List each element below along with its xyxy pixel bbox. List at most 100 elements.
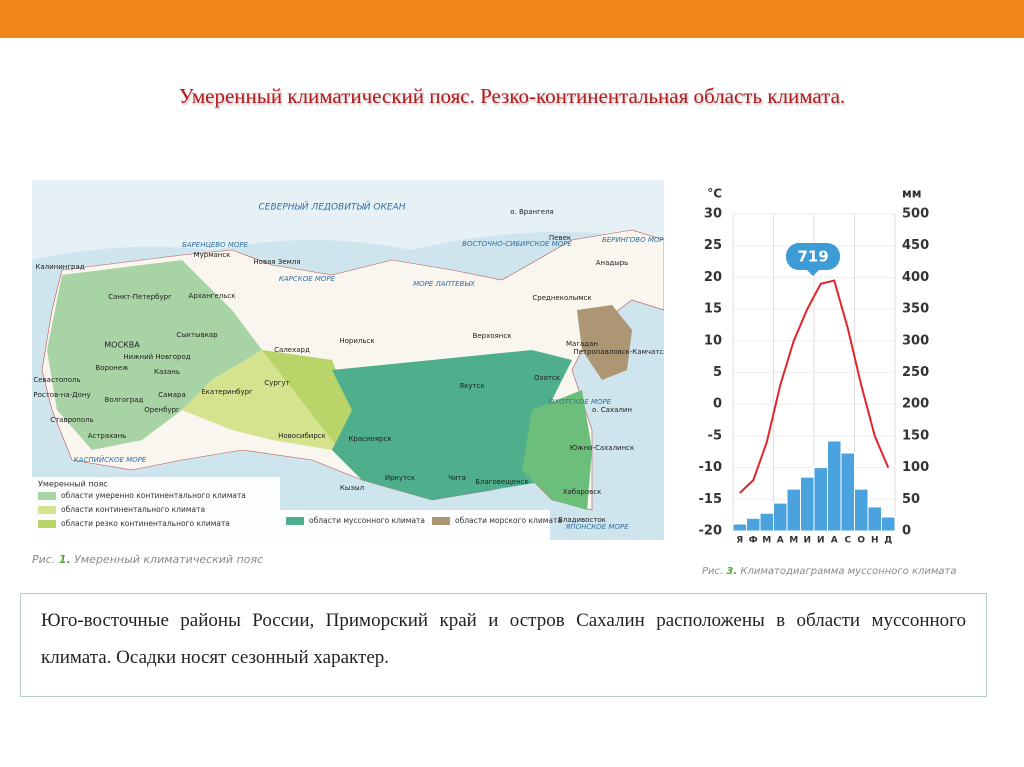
x-tick-label: С	[844, 536, 851, 546]
y-tick-label: -10	[699, 460, 723, 475]
place-label: Астрахань	[88, 432, 127, 440]
y-tick-label: 25	[704, 238, 722, 253]
caption-number: 1.	[58, 553, 71, 566]
zone-monsoon	[522, 390, 592, 510]
place-label: Ростов-на-Дону	[33, 391, 90, 399]
place-label: Южно-Сахалинск	[570, 444, 635, 452]
caption-text: Умеренный климатический пояс	[74, 553, 264, 566]
map-caption: Рис. 1. Умеренный климатический пояс	[32, 553, 263, 566]
place-label: Екатеринбург	[201, 388, 253, 396]
sea-label: БЕРИНГОВО МОРЕ	[602, 236, 664, 244]
sea-label: СЕВЕРНЫЙ ЛЕДОВИТЫЙ ОКЕАН	[258, 201, 405, 213]
place-label: Оренбург	[144, 406, 180, 414]
place-label: о. Врангеля	[510, 208, 554, 216]
x-tick-label: Ф	[749, 536, 758, 546]
place-label: Владивосток	[558, 516, 606, 524]
place-label: Магадан	[566, 340, 598, 348]
y-tick-label: 20	[704, 270, 722, 285]
y2-tick-label: 400	[902, 270, 929, 285]
y-tick-label: 0	[713, 397, 722, 412]
y-tick-label: 5	[713, 365, 722, 380]
arctic-sea	[32, 180, 664, 260]
caption-prefix: Рис.	[702, 566, 724, 577]
y2-tick-label: 50	[902, 492, 920, 507]
temperature-line	[739, 279, 890, 494]
place-label: о. Сахалин	[592, 406, 632, 414]
precipitation-bar	[854, 488, 869, 532]
place-label: Нижний Новгород	[123, 353, 190, 361]
place-label: Новосибирск	[278, 432, 326, 440]
y-tick-label: 15	[704, 302, 722, 317]
y-tick-label: 10	[704, 333, 722, 348]
y2-tick-label: 150	[902, 428, 929, 443]
x-tick-label: А	[831, 536, 838, 546]
legend-swatch	[38, 492, 56, 500]
place-label: Мурманск	[194, 251, 231, 259]
place-label: Новая Земля	[253, 258, 300, 266]
precipitation-bar	[759, 512, 774, 532]
precipitation-bar	[800, 476, 815, 532]
x-tick-label: О	[857, 536, 865, 546]
place-label: Салехард	[274, 346, 310, 354]
zone-marine	[577, 305, 632, 380]
place-label: Охотск	[534, 374, 560, 382]
place-label: Сыктывкар	[176, 331, 218, 339]
y2-tick-label: 100	[902, 460, 929, 475]
place-label: Иркутск	[385, 474, 415, 482]
legend-swatch	[38, 520, 56, 528]
legend-label: области резко континентального климата	[61, 519, 230, 528]
precipitation-bar	[840, 452, 855, 532]
place-label: Сургут	[264, 379, 289, 387]
slide-title: Умеренный климатический пояс. Резко-конт…	[178, 84, 846, 108]
y2-tick-label: 250	[902, 365, 929, 380]
y2-tick-label: 0	[902, 524, 911, 539]
place-label: Санкт-Петербург	[108, 293, 172, 301]
sea-label: МОРЕ ЛАПТЕВЫХ	[413, 280, 475, 288]
place-label: Анадырь	[596, 259, 629, 267]
x-tick-label: И	[803, 536, 811, 546]
annotation: 719	[797, 248, 828, 266]
sea-label: ЯПОНСКОЕ МОРЕ	[564, 523, 629, 531]
x-tick-label: Я	[736, 536, 743, 546]
sea-label: БАРЕНЦЕВО МОРЕ	[182, 241, 249, 249]
place-label: Среднеколымск	[532, 294, 591, 302]
y-tick-label: -5	[708, 428, 722, 443]
x-tick-label: И	[817, 536, 825, 546]
place-label: Певек	[549, 234, 571, 242]
legend-title: Умеренный пояс	[38, 480, 108, 489]
caption-text: Климатодиаграмма муссонного климата	[740, 566, 957, 577]
place-label: Верхоянск	[473, 332, 512, 340]
place-label: Воронеж	[95, 364, 129, 372]
precipitation-bar	[813, 467, 828, 532]
place-label: Якутск	[459, 382, 484, 390]
caption-prefix: Рис.	[32, 553, 56, 566]
place-label: Петропавловск-Камчатский	[573, 348, 664, 356]
place-label: Ставрополь	[50, 416, 94, 424]
y-tick-label: -20	[699, 524, 723, 539]
x-tick-label: М	[762, 536, 771, 546]
legend-label: области умеренно континентального климат…	[61, 491, 246, 500]
x-tick-label: Н	[871, 536, 879, 546]
sea-label: КАСПИЙСКОЕ МОРЕ	[74, 455, 147, 464]
legend-label: области морского климата	[455, 516, 562, 525]
legend-label: области континентального климата	[61, 505, 205, 514]
x-tick-label: М	[789, 536, 798, 546]
legend-swatch	[286, 517, 304, 525]
place-label: Хабаровск	[563, 488, 602, 496]
place-label: Архангельск	[189, 292, 236, 300]
map: Умеренный пояс СЕВЕРНЫЙ ЛЕДОВИТЫЙ ОКЕАН Б…	[32, 180, 664, 540]
place-label: Чита	[448, 474, 466, 482]
y2-tick-label: 450	[902, 238, 929, 253]
y2-axis-label: мм	[902, 187, 922, 201]
annotation-badge	[786, 243, 840, 270]
legend-label: области муссонного климата	[309, 516, 425, 525]
place-label: Самара	[158, 391, 185, 399]
text-box: Юго-восточные районы России, Приморский …	[20, 593, 987, 697]
place-label: МОСКВА	[104, 341, 140, 350]
annotation-pointer	[807, 270, 819, 276]
climatogram: -20-15-10-505101520253005010015020025030…	[699, 187, 930, 546]
place-label: Волгоград	[105, 396, 144, 404]
chart-caption: Рис. 3. Климатодиаграмма муссонного клим…	[702, 566, 957, 577]
place-label: Кызыл	[340, 484, 364, 492]
